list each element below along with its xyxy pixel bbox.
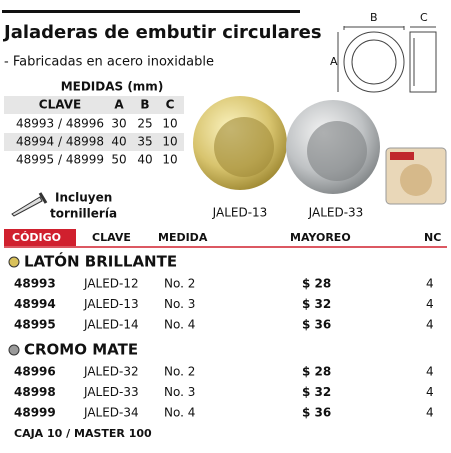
cell: 48999 <box>14 406 56 420</box>
section-title: CROMO MATE <box>24 341 138 359</box>
column-header: CLAVE <box>92 231 131 244</box>
cell: No. 3 <box>164 297 195 311</box>
row-stripe <box>4 96 184 114</box>
cell: 48996 <box>14 365 56 379</box>
cell: 10 <box>162 135 177 149</box>
cell: 4 <box>426 406 434 420</box>
package-logo <box>390 152 414 160</box>
cell: 48994 / 48998 <box>16 135 104 149</box>
cell: 35 <box>137 135 152 149</box>
column-header: CLAVE <box>39 98 81 112</box>
column-header: C <box>166 98 175 112</box>
column-header: MEDIDA <box>158 231 208 244</box>
cell: 4 <box>426 385 434 399</box>
cell: $ 32 <box>302 297 331 311</box>
cell: 48993 / 48996 <box>16 117 104 131</box>
note: tornillería <box>50 207 117 221</box>
dim-label: A <box>330 55 338 68</box>
cell: JALED-13 <box>83 297 139 311</box>
cell: JALED-12 <box>83 277 139 291</box>
dim-label: C <box>420 11 428 24</box>
cell: No. 2 <box>164 365 195 379</box>
cell: JALED-14 <box>83 318 139 332</box>
cell: 40 <box>137 153 152 167</box>
price-table: CÓDIGO CLAVE MEDIDA MAYOREO NC LATÓN BRILLANT… <box>8 231 441 420</box>
subtitle: - Fabricadas en acero inoxidable <box>4 55 214 70</box>
cell: 4 <box>426 318 434 332</box>
cell: No. 4 <box>164 318 195 332</box>
cell: 10 <box>162 117 177 131</box>
image-label: JALED-33 <box>308 206 364 220</box>
cell: No. 4 <box>164 406 195 420</box>
cell: $ 36 <box>302 406 331 420</box>
cell: 48998 <box>14 385 56 399</box>
cell: 25 <box>137 117 152 131</box>
cell: 4 <box>426 277 434 291</box>
dim-label: B <box>370 11 378 24</box>
cell: 10 <box>162 153 177 167</box>
cell: 4 <box>426 365 434 379</box>
screw-icon <box>11 192 48 217</box>
diagram <box>337 26 437 93</box>
cell: 48994 <box>14 297 56 311</box>
measures-table: MEDIDAS (mm) CLAVE A B C 48993 / 48996 30 25 10 4… <box>4 80 184 167</box>
cell: No. 2 <box>164 277 195 291</box>
package-image <box>400 164 432 196</box>
section-bullet <box>8 344 20 356</box>
cell: JALED-34 <box>83 406 139 420</box>
cell: $ 36 <box>302 318 331 332</box>
note: Incluyen <box>55 191 112 205</box>
cell: $ 28 <box>302 365 331 379</box>
cell: No. 3 <box>164 385 195 399</box>
title-bold: circulares <box>222 22 321 43</box>
measures-title: MEDIDAS (mm) <box>61 80 164 94</box>
cell: JALED-33 <box>83 385 139 399</box>
cell: $ 32 <box>302 385 331 399</box>
cell: $ 28 <box>302 277 331 291</box>
header-highlight <box>4 229 76 246</box>
title-text: Jaladeras de embutir <box>2 22 216 43</box>
product-image <box>214 117 274 177</box>
title-rule <box>2 10 300 13</box>
cell: 48995 <box>14 318 56 332</box>
cell: 4 <box>426 297 434 311</box>
column-header: NC <box>424 231 441 244</box>
column-header: MAYOREO <box>290 231 351 244</box>
column-header: CÓDIGO <box>12 231 61 244</box>
column-header: A <box>114 98 124 112</box>
row-stripe <box>4 133 184 151</box>
section-title: LATÓN BRILLANTE <box>24 252 177 271</box>
title: Jaladeras de embutir circulares <box>2 22 322 43</box>
image-label: JALED-13 <box>212 206 268 220</box>
cell: 50 <box>111 153 126 167</box>
product-image <box>307 121 367 181</box>
cell: 48995 / 48999 <box>16 153 104 167</box>
cell: 40 <box>111 135 126 149</box>
section-bullet <box>8 256 20 268</box>
cell: 30 <box>111 117 126 131</box>
footer: CAJA 10 / MASTER 100 <box>14 427 152 440</box>
cell: 48993 <box>14 277 56 291</box>
column-header: B <box>140 98 149 112</box>
cell: JALED-32 <box>83 365 139 379</box>
